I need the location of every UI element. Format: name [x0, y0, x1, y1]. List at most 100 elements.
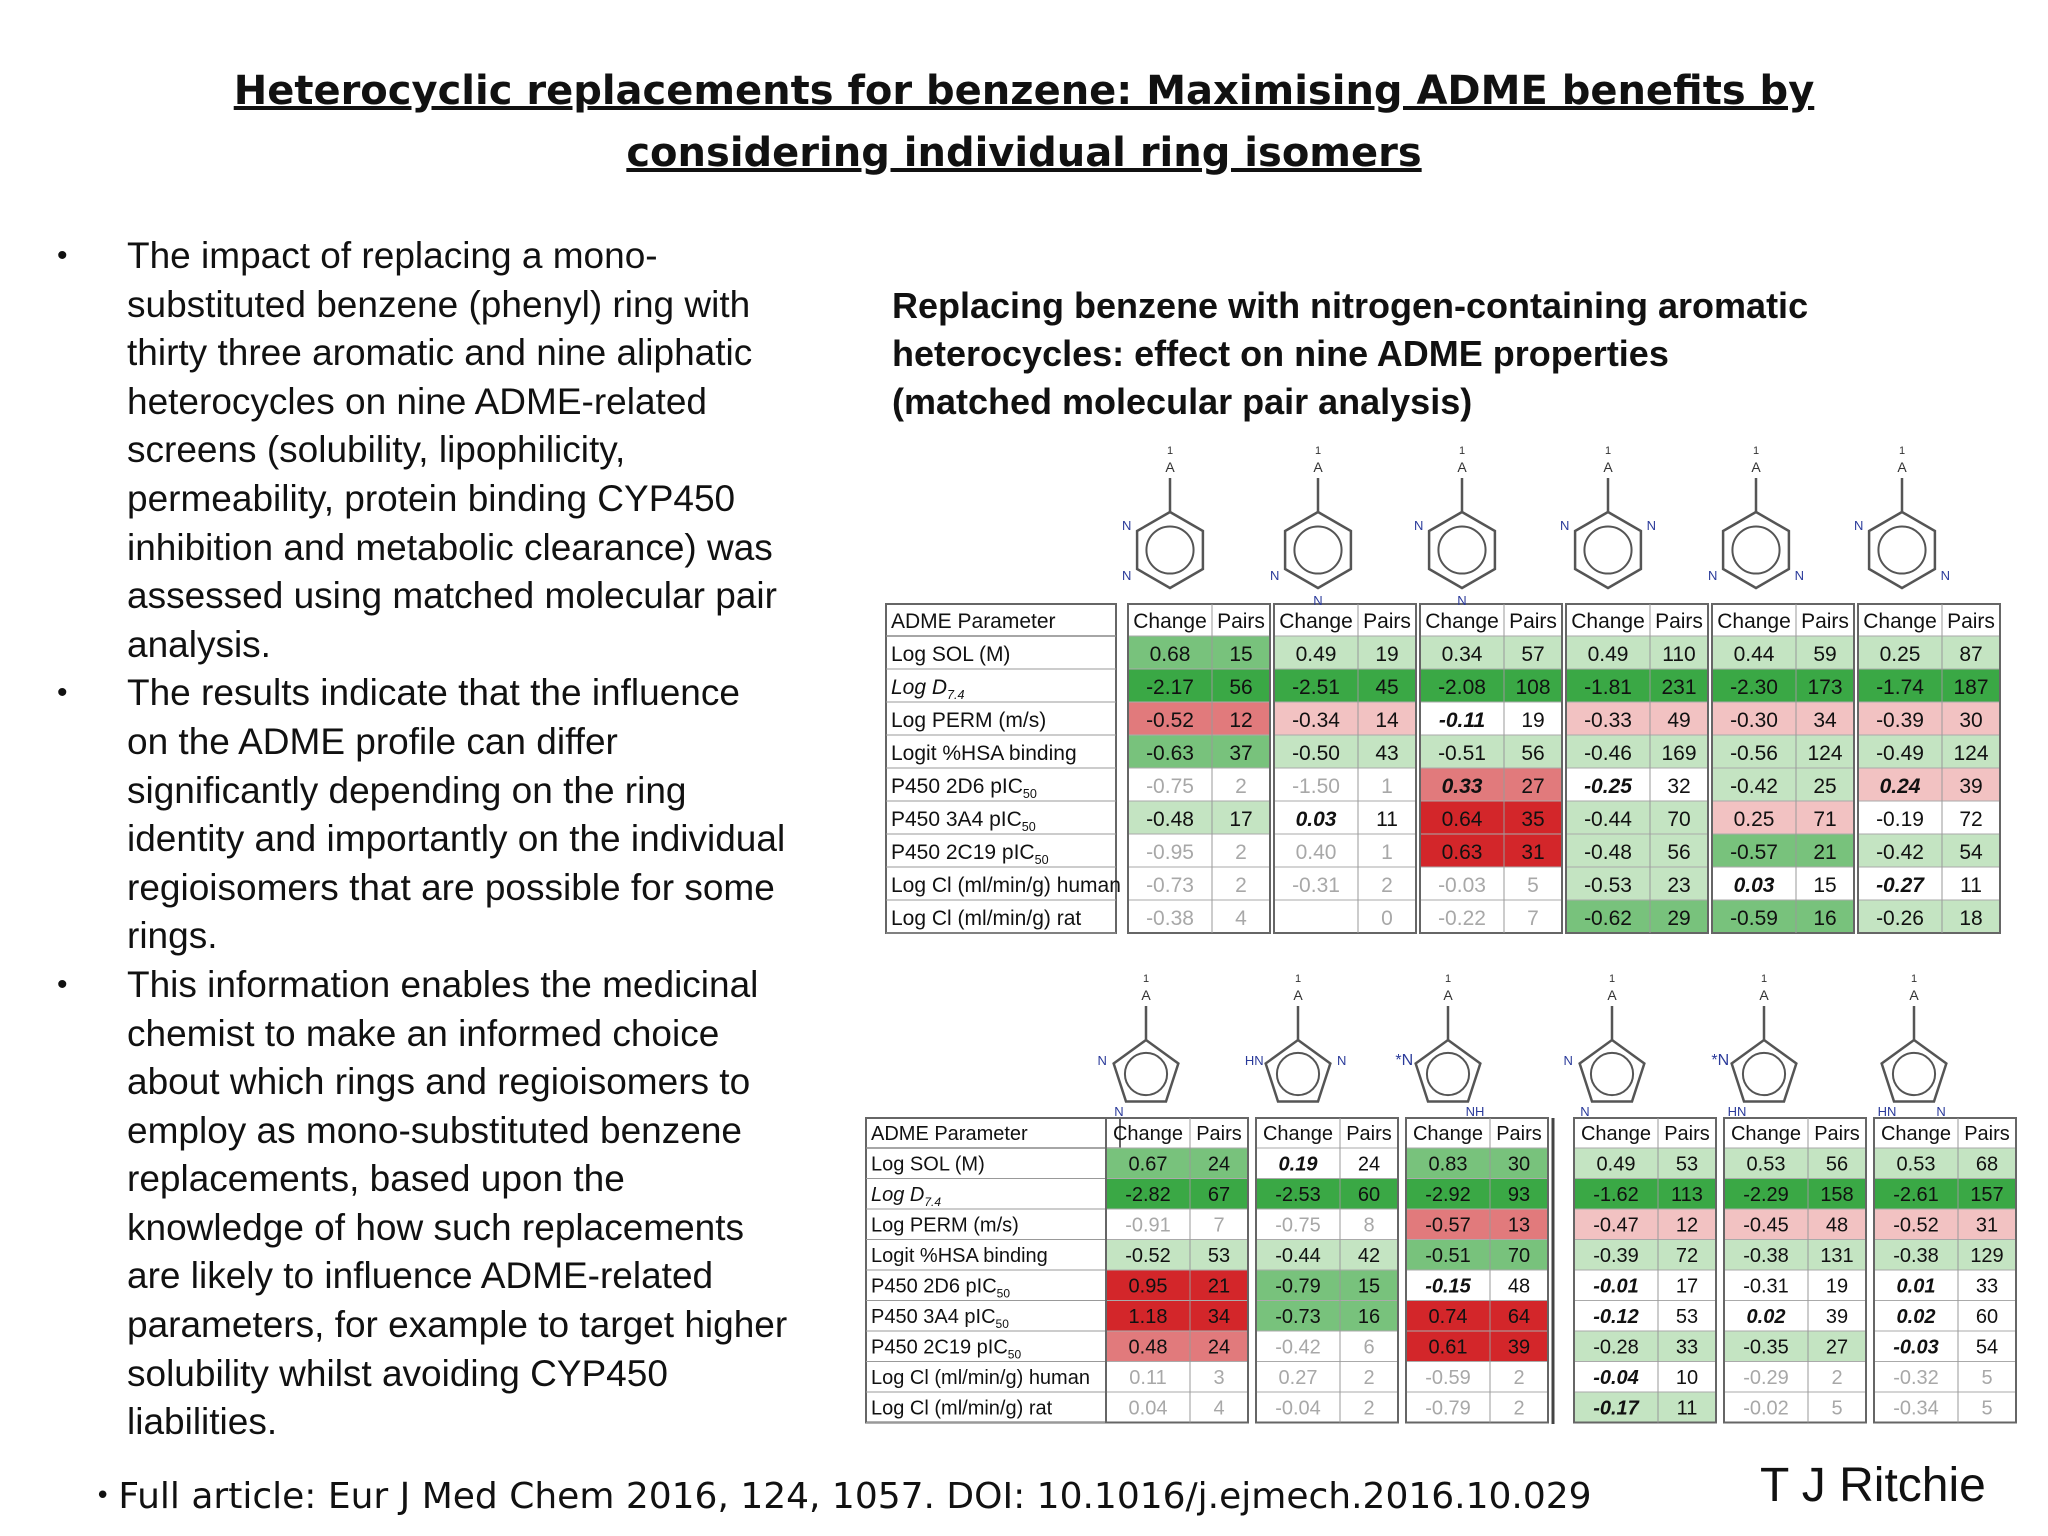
ring-structure: 1 A N N [1414, 445, 1497, 608]
pairs-value: 59 [1813, 643, 1836, 666]
heteroatom-label: *N [1711, 1052, 1729, 1069]
pairs-cell [1339, 1178, 1399, 1210]
attachment-label: A [1909, 987, 1919, 1003]
change-value: -0.25 [1584, 775, 1632, 798]
pairs-cell [1795, 866, 1855, 901]
heteroatom-label: NH [1466, 1104, 1485, 1119]
pairs-value: 45 [1375, 676, 1398, 699]
pairs-value: 42 [1358, 1245, 1380, 1267]
pairs-cell [1339, 1300, 1399, 1332]
pairs-cell [1211, 668, 1271, 703]
subtitle-line-1: Replacing benzene with nitrogen-containi… [892, 285, 1809, 326]
change-cell [1565, 734, 1651, 769]
change-value: -0.79 [1425, 1398, 1471, 1420]
change-value: -0.31 [1743, 1276, 1789, 1298]
change-value: 0.64 [1442, 808, 1483, 831]
change-value: -0.75 [1146, 775, 1194, 798]
change-value: -2.53 [1275, 1184, 1321, 1206]
pairs-cell [1649, 767, 1709, 802]
pairs-value: 12 [1229, 709, 1252, 732]
bullet-line: analysis. [127, 623, 271, 665]
change-value: -0.29 [1743, 1367, 1789, 1389]
ring-bottom-3-data: Change Pairs 0.83 30 -2.92 93 -0.57 13 -0.51 70 -0… [1405, 1117, 1549, 1424]
change-header: Change [1263, 1123, 1333, 1145]
change-value: -0.04 [1275, 1398, 1321, 1420]
pairs-value: 53 [1208, 1245, 1230, 1267]
ring-bond [1721, 510, 1791, 590]
change-value: -0.32 [1893, 1367, 1939, 1389]
parameter-label: P450 2C19 pIC50 [891, 841, 1049, 867]
change-cell [1873, 1239, 1959, 1271]
aromatic-circle [1123, 1051, 1169, 1097]
pairs-cell [1657, 1147, 1717, 1179]
change-cell [1255, 1391, 1341, 1423]
change-value: 0.25 [1880, 643, 1921, 666]
block-frame [1857, 603, 2001, 934]
pairs-cell [1941, 800, 2001, 835]
adme-parameter-header: ADME Parameter [891, 610, 1056, 633]
change-value: -0.62 [1584, 907, 1632, 930]
pairs-cell [1649, 734, 1709, 769]
ring-top-4-data: Change Pairs 0.49 110 -1.81 231 -0.33 49 -0.46 16… [1565, 603, 1709, 934]
change-value: -0.04 [1593, 1367, 1639, 1389]
pairs-cell [1339, 1361, 1399, 1393]
pairs-header: Pairs [1655, 610, 1703, 633]
pairs-cell [1795, 767, 1855, 802]
pairs-value: 11 [1960, 874, 1982, 897]
pairs-value: 32 [1667, 775, 1690, 798]
bullet-line: solubility whilst avoiding CYP450 [127, 1352, 668, 1394]
change-value: -0.30 [1730, 709, 1778, 732]
change-value: 0.44 [1734, 643, 1775, 666]
pairs-value: 2 [1831, 1367, 1842, 1389]
block-frame [1127, 603, 1271, 934]
subtitle-line-3: (matched molecular pair analysis) [892, 381, 1473, 422]
pairs-cell [1189, 1239, 1249, 1271]
ring-structure: 1 A N N [1564, 973, 1646, 1119]
pairs-value: 5 [1981, 1398, 1992, 1420]
ring-bottom-5-data: Change Pairs 0.53 56 -2.29 158 -0.45 48 -0.38 131… [1723, 1117, 1867, 1424]
change-value: 1.18 [1129, 1306, 1168, 1328]
pairs-cell [1339, 1269, 1399, 1301]
pairs-cell [1189, 1361, 1249, 1393]
bullet-line: The results indicate that the influence [127, 672, 740, 714]
ring-bond [1135, 510, 1205, 590]
aromatic-circle [1145, 525, 1195, 575]
ring-bond [1880, 1038, 1948, 1103]
change-value: -0.73 [1275, 1306, 1321, 1328]
pairs-cell [1489, 1147, 1549, 1179]
heteroatom-label: HN [1878, 1104, 1897, 1119]
change-value: -0.52 [1893, 1215, 1939, 1237]
attachment-label: A [1603, 459, 1613, 475]
change-value: -0.79 [1275, 1276, 1321, 1298]
aromatic-circle [1589, 1051, 1635, 1097]
change-cell [1405, 1147, 1491, 1179]
pairs-value: 37 [1229, 742, 1252, 765]
pairs-value: 48 [1508, 1276, 1530, 1298]
pairs-header: Pairs [1496, 1123, 1542, 1145]
change-value: 0.67 [1129, 1154, 1168, 1176]
attachment-label: A [1607, 987, 1617, 1003]
change-cell [1873, 1208, 1959, 1240]
change-value: -0.02 [1743, 1398, 1789, 1420]
change-cell [1105, 1147, 1191, 1179]
change-cell [1105, 1269, 1191, 1301]
change-value: -2.51 [1292, 676, 1340, 699]
change-value: -0.31 [1292, 874, 1340, 897]
change-value: -2.30 [1730, 676, 1778, 699]
pairs-cell [1489, 1208, 1549, 1240]
parameter-column: ADME Parameter Log SOL (M) Log D7.4 Log PER… [885, 603, 1121, 934]
change-value: 0.63 [1442, 841, 1483, 864]
pairs-cell [1189, 1391, 1249, 1423]
ring-structure: 1 A HN N [1245, 973, 1346, 1103]
heteroatom-label: N [1795, 568, 1804, 583]
heteroatom-label: N [1854, 518, 1863, 533]
change-cell [1273, 899, 1359, 934]
atom-index-label: 1 [1459, 445, 1465, 457]
pairs-value: 2 [1363, 1367, 1374, 1389]
pairs-header: Pairs [1664, 1123, 1710, 1145]
pairs-value: 231 [1661, 676, 1696, 699]
change-cell [1857, 800, 1943, 835]
change-cell [1273, 800, 1359, 835]
change-cell [1873, 1300, 1959, 1332]
change-value: 0.03 [1734, 874, 1775, 897]
